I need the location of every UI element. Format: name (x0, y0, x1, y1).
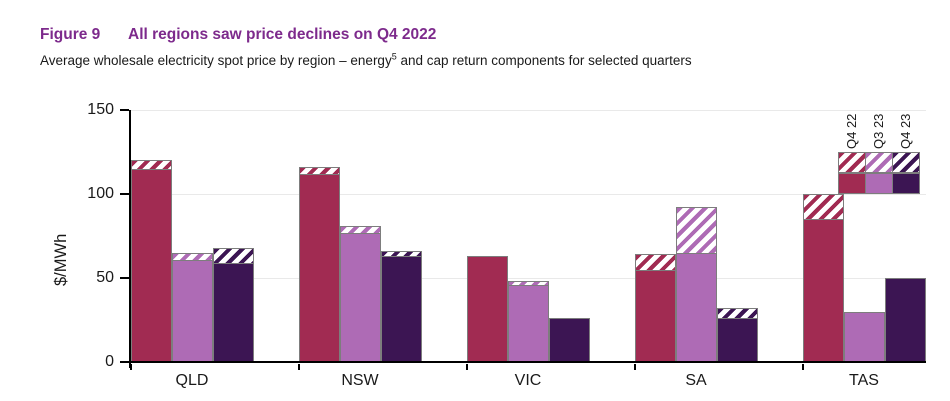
legend-label-Q323: Q3 23 (870, 113, 886, 149)
subtitle-text: Average wholesale electricity spot price… (40, 53, 392, 68)
y-tick-label-100: 100 (87, 185, 114, 202)
x-tick-NSW (298, 364, 300, 370)
bar-NSW-Q323-cap-return (340, 226, 381, 234)
footnote-marker: 5 (391, 51, 397, 62)
x-category-label-TAS: TAS (849, 372, 879, 389)
x-tick-SA (634, 364, 636, 370)
gridline-150 (131, 110, 926, 111)
x-axis-line (129, 361, 926, 363)
bar-QLD-Q323-energy (172, 260, 213, 363)
y-tick-label-0: 0 (105, 353, 114, 370)
legend-swatch-energy-Q323 (865, 173, 893, 194)
bar-TAS-Q422-cap-return (803, 194, 844, 220)
gridline-50 (131, 278, 926, 279)
bar-VIC-Q323-cap-return (508, 281, 549, 286)
x-tick-TAS (802, 364, 804, 370)
bar-NSW-Q423-cap-return (381, 251, 422, 257)
bar-QLD-Q423-cap-return (213, 248, 254, 264)
x-category-label-NSW: NSW (341, 372, 379, 389)
y-tick-100 (120, 193, 129, 195)
bar-NSW-Q422-energy (299, 174, 340, 363)
y-axis-line (129, 110, 131, 368)
figure-number: Figure 9 (40, 26, 101, 43)
bar-TAS-Q323-energy (844, 312, 885, 363)
x-tick-VIC (466, 364, 468, 370)
bar-VIC-Q423-energy (549, 318, 590, 363)
bar-QLD-Q423-energy (213, 263, 254, 363)
legend-swatch-cap-Q422 (838, 152, 866, 173)
bar-SA-Q422-energy (635, 270, 676, 363)
bar-SA-Q423-energy (717, 318, 758, 363)
bar-TAS-Q423-energy (885, 278, 926, 363)
bar-QLD-Q422-energy (131, 169, 172, 363)
bar-QLD-Q422-cap-return (131, 160, 172, 170)
legend-swatch-energy-Q423 (892, 173, 920, 194)
y-tick-150 (120, 109, 129, 111)
legend-swatch-cap-Q323 (865, 152, 893, 173)
y-tick-50 (120, 277, 129, 279)
legend-label-Q423: Q4 23 (897, 113, 913, 149)
figure-subtitle: Average wholesale electricity spot price… (40, 51, 692, 68)
bar-SA-Q423-cap-return (717, 308, 758, 319)
y-tick-0 (120, 361, 129, 363)
bar-QLD-Q323-cap-return (172, 253, 213, 261)
bar-NSW-Q423-energy (381, 256, 422, 363)
x-category-label-SA: SA (685, 372, 707, 389)
legend-label-Q422: Q4 22 (843, 113, 859, 149)
legend-swatch-energy-Q422 (838, 173, 866, 194)
x-tick-QLD (130, 364, 132, 370)
x-category-label-VIC: VIC (514, 372, 542, 389)
bar-SA-Q422-cap-return (635, 254, 676, 271)
bar-TAS-Q422-energy (803, 219, 844, 363)
figure-title: All regions saw price declines on Q4 202… (128, 26, 437, 43)
legend-swatch-cap-Q423 (892, 152, 920, 173)
gridline-100 (131, 194, 926, 195)
y-tick-label-150: 150 (87, 101, 114, 118)
x-category-label-QLD: QLD (175, 372, 209, 389)
bar-NSW-Q422-cap-return (299, 167, 340, 175)
bar-SA-Q323-cap-return (676, 207, 717, 254)
bar-SA-Q323-energy (676, 253, 717, 363)
subtitle-text-2: and cap return components for selected q… (396, 53, 692, 68)
bar-VIC-Q323-energy (508, 285, 549, 363)
bar-VIC-Q422-energy (467, 256, 508, 363)
y-tick-label-50: 50 (96, 269, 114, 286)
bar-NSW-Q323-energy (340, 233, 381, 363)
